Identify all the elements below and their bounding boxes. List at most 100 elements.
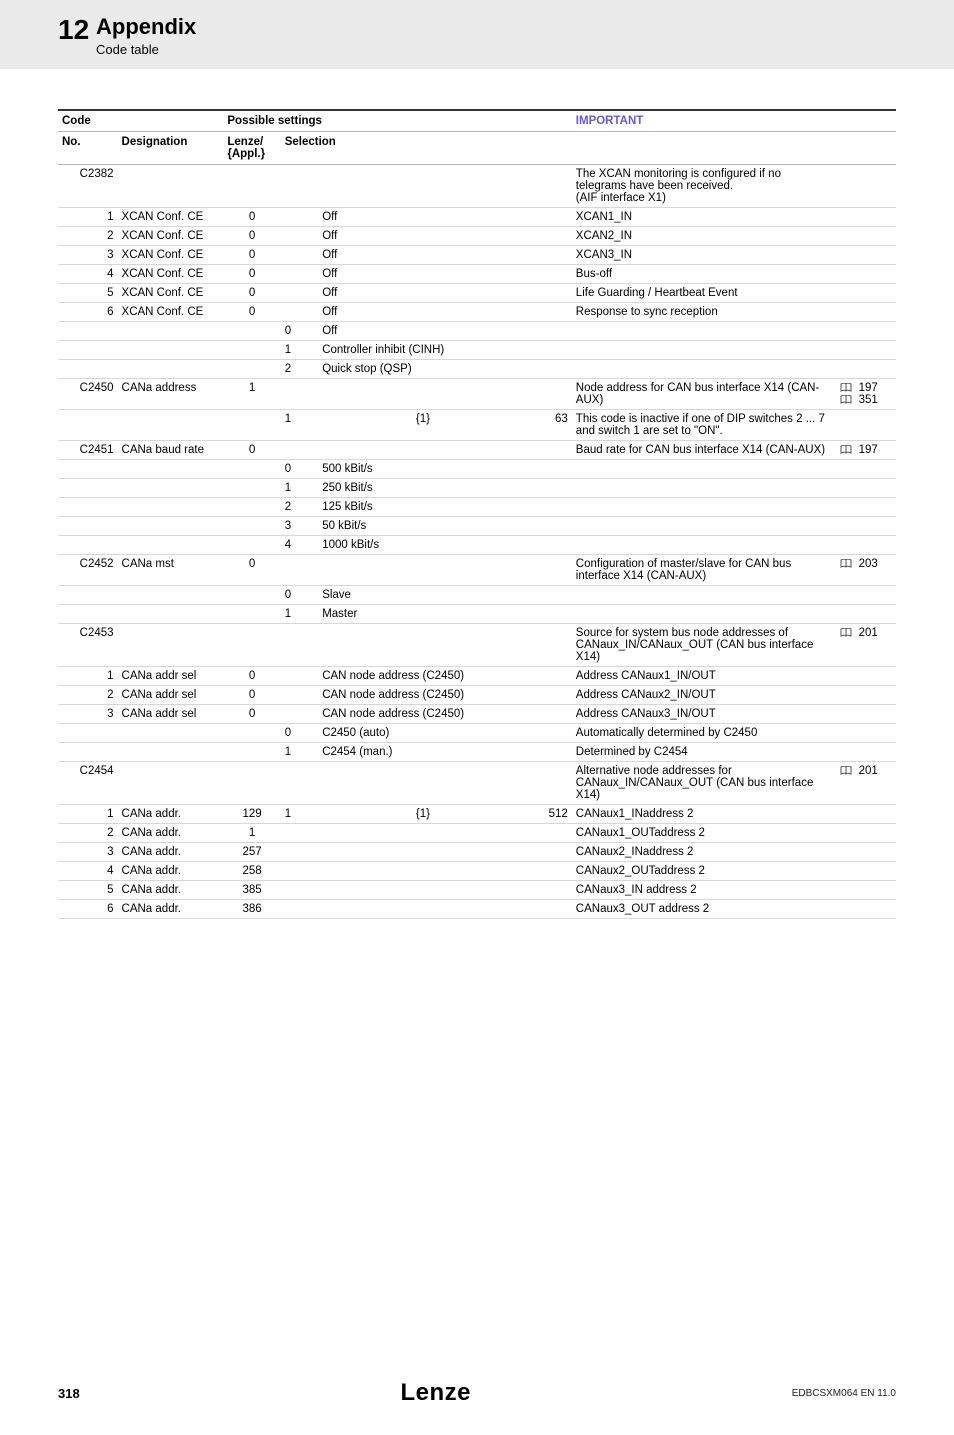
cell-selection-max	[528, 586, 572, 605]
cell-reference: 201	[836, 762, 896, 805]
cell-selection-index: 1	[281, 479, 318, 498]
table-row: 6CANa addr.386CANaux3_OUT address 2	[58, 900, 896, 919]
cell-selection-value: 1000 kBit/s	[318, 536, 527, 555]
cell-designation: CANa mst	[118, 555, 224, 586]
cell-reference	[836, 881, 896, 900]
cell-reference	[836, 805, 896, 824]
cell-selection-value	[318, 441, 527, 460]
cell-important: CANaux2_OUTaddress 2	[572, 862, 837, 881]
table-row: 0500 kBit/s	[58, 460, 896, 479]
cell-reference: 197 351	[836, 379, 896, 410]
table-row: 5CANa addr.385CANaux3_IN address 2	[58, 881, 896, 900]
cell-important	[572, 517, 837, 536]
cell-selection-value	[318, 824, 527, 843]
cell-lenze: 0	[223, 441, 280, 460]
cell-selection-value	[318, 762, 527, 805]
cell-selection-max	[528, 724, 572, 743]
cell-selection-value: C2454 (man.)	[318, 743, 527, 762]
cell-reference	[836, 284, 896, 303]
cell-lenze	[223, 479, 280, 498]
cell-reference	[836, 862, 896, 881]
cell-selection-index	[281, 246, 318, 265]
cell-designation: XCAN Conf. CE	[118, 284, 224, 303]
cell-selection-value: CAN node address (C2450)	[318, 705, 527, 724]
page-reference: 201	[840, 627, 892, 639]
table-row: 1{1}63This code is inactive if one of DI…	[58, 410, 896, 441]
cell-no: C2453	[58, 624, 118, 667]
cell-selection-value: 250 kBit/s	[318, 479, 527, 498]
cell-no	[58, 360, 118, 379]
page-reference: 351	[840, 394, 892, 406]
cell-important	[572, 479, 837, 498]
cell-selection-index: 4	[281, 536, 318, 555]
cell-lenze: 0	[223, 284, 280, 303]
cell-designation	[118, 479, 224, 498]
cell-selection-value: 125 kBit/s	[318, 498, 527, 517]
cell-selection-max	[528, 881, 572, 900]
table-row: 350 kBit/s	[58, 517, 896, 536]
cell-lenze: 385	[223, 881, 280, 900]
cell-no: 6	[58, 303, 118, 322]
cell-important	[572, 498, 837, 517]
cell-selection-value: 500 kBit/s	[318, 460, 527, 479]
hdr-designation: Designation	[118, 132, 224, 165]
table-row: 3XCAN Conf. CE0OffXCAN3_IN	[58, 246, 896, 265]
table-row: C2450CANa address1Node address for CAN b…	[58, 379, 896, 410]
cell-selection-value	[318, 900, 527, 919]
cell-selection-value: Controller inhibit (CINH)	[318, 341, 527, 360]
cell-selection-max	[528, 208, 572, 227]
cell-designation: CANa addr sel	[118, 705, 224, 724]
cell-selection-index: 3	[281, 517, 318, 536]
cell-selection-value: Quick stop (QSP)	[318, 360, 527, 379]
cell-designation	[118, 341, 224, 360]
cell-selection-value: Off	[318, 322, 527, 341]
table-row: 2CANa addr.1CANaux1_OUTaddress 2	[58, 824, 896, 843]
cell-selection-index: 1	[281, 410, 318, 441]
cell-lenze	[223, 624, 280, 667]
cell-important	[572, 460, 837, 479]
cell-reference	[836, 460, 896, 479]
cell-selection-index: 1	[281, 743, 318, 762]
cell-selection-value: CAN node address (C2450)	[318, 686, 527, 705]
cell-designation: CANa addr.	[118, 862, 224, 881]
cell-designation: CANa addr sel	[118, 667, 224, 686]
cell-important: XCAN1_IN	[572, 208, 837, 227]
hdr-important: IMPORTANT	[572, 110, 896, 132]
cell-lenze: 1	[223, 824, 280, 843]
cell-selection-index	[281, 862, 318, 881]
cell-reference	[836, 227, 896, 246]
cell-designation: XCAN Conf. CE	[118, 303, 224, 322]
cell-important	[572, 322, 837, 341]
cell-reference	[836, 165, 896, 208]
cell-selection-index: 1	[281, 605, 318, 624]
cell-lenze	[223, 517, 280, 536]
hdr-ref-blank	[836, 132, 896, 165]
cell-no	[58, 498, 118, 517]
cell-lenze: 257	[223, 843, 280, 862]
cell-selection-index	[281, 705, 318, 724]
cell-no: 2	[58, 227, 118, 246]
cell-selection-value	[318, 624, 527, 667]
cell-reference	[836, 517, 896, 536]
cell-reference: 201	[836, 624, 896, 667]
cell-selection-max: 63	[528, 410, 572, 441]
chapter-title-block: Appendix Code table	[96, 14, 196, 57]
cell-selection-max	[528, 705, 572, 724]
cell-lenze: 0	[223, 686, 280, 705]
cell-selection-value: Off	[318, 284, 527, 303]
cell-selection-index	[281, 843, 318, 862]
cell-important: This code is inactive if one of DIP swit…	[572, 410, 837, 441]
table-row: 3CANa addr sel0CAN node address (C2450)A…	[58, 705, 896, 724]
page-reference: 197	[840, 444, 892, 456]
cell-lenze: 1	[223, 379, 280, 410]
hdr-code: Code	[58, 110, 223, 132]
cell-reference	[836, 586, 896, 605]
cell-reference	[836, 843, 896, 862]
cell-designation: CANa addr.	[118, 843, 224, 862]
table-row: 0Slave	[58, 586, 896, 605]
cell-selection-index: 0	[281, 724, 318, 743]
table-row: C2451CANa baud rate0Baud rate for CAN bu…	[58, 441, 896, 460]
cell-selection-max	[528, 165, 572, 208]
cell-lenze	[223, 498, 280, 517]
cell-selection-index	[281, 555, 318, 586]
